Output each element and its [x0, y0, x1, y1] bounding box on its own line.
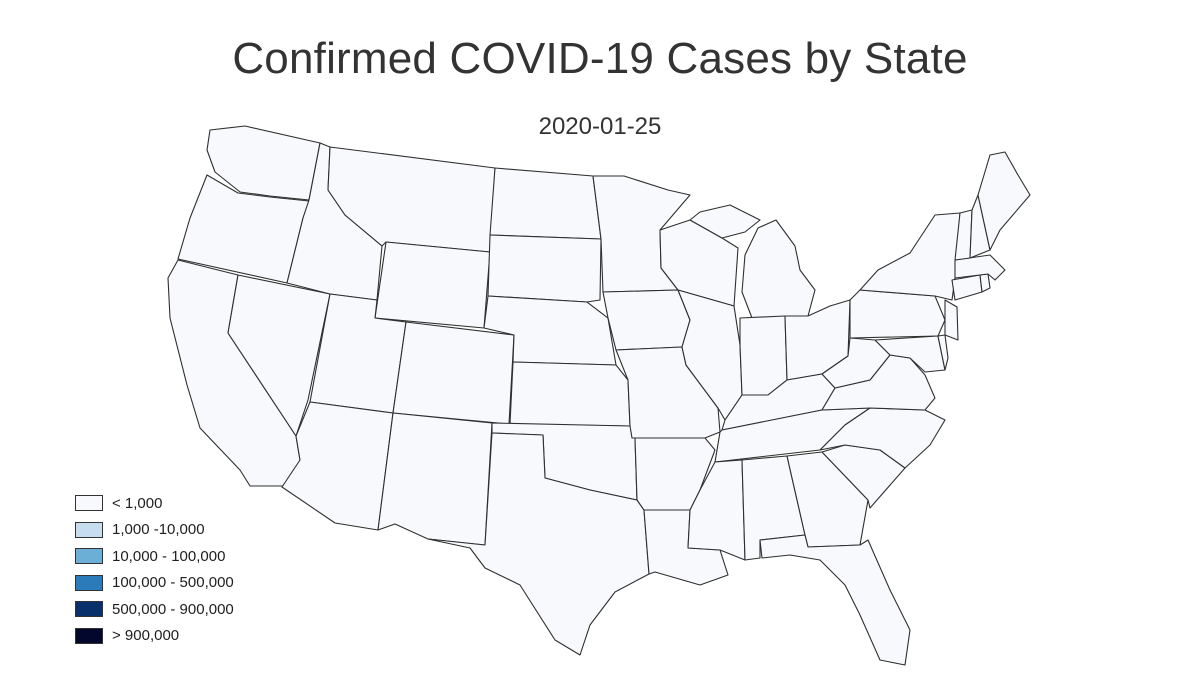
state-illinois[interactable] [677, 289, 743, 421]
state-new-york[interactable] [859, 212, 961, 301]
map-title: Confirmed COVID-19 Cases by State [232, 34, 968, 83]
legend-swatch [75, 574, 103, 591]
state-north-carolina[interactable] [819, 407, 946, 469]
legend-swatch [75, 627, 103, 644]
state-indiana[interactable] [739, 315, 788, 396]
legend-label: 100,000 - 500,000 [112, 574, 234, 592]
legend-swatch [75, 495, 103, 512]
state-kansas[interactable] [509, 361, 631, 427]
legend-item: 1,000 -10,000 [75, 517, 234, 544]
legend-label: 10,000 - 100,000 [112, 547, 226, 565]
legend-item: 500,000 - 900,000 [75, 596, 234, 623]
state-washington[interactable] [206, 125, 321, 201]
state-texas[interactable] [427, 432, 650, 656]
legend-label: 500,000 - 900,000 [112, 600, 234, 618]
legend-item: < 1,000 [75, 490, 234, 517]
legend-item: 100,000 - 500,000 [75, 570, 234, 597]
legend-swatch [75, 521, 103, 538]
state-maine[interactable] [977, 151, 1031, 251]
legend-swatch [75, 601, 103, 618]
state-michigan[interactable] [741, 219, 816, 319]
state-delaware[interactable] [937, 334, 949, 371]
state-pennsylvania[interactable] [849, 289, 946, 339]
state-florida[interactable] [759, 534, 911, 666]
legend-item: > 900,000 [75, 623, 234, 650]
legend-item: 10,000 - 100,000 [75, 543, 234, 570]
state-connecticut[interactable] [951, 274, 983, 301]
state-colorado[interactable] [392, 321, 515, 425]
legend-label: 1,000 -10,000 [112, 521, 205, 539]
map-date: 2020-01-25 [538, 113, 662, 140]
state-south-dakota[interactable] [487, 234, 602, 303]
state-rhode-island[interactable] [979, 273, 991, 293]
state-michigan-upper[interactable] [689, 204, 761, 239]
state-iowa[interactable] [602, 289, 691, 351]
legend: < 1,000 1,000 -10,000 10,000 - 100,000 1… [75, 490, 234, 649]
state-new-mexico[interactable] [377, 412, 493, 546]
legend-label: < 1,000 [112, 494, 163, 512]
state-massachusetts[interactable] [954, 254, 1006, 281]
state-new-jersey[interactable] [944, 299, 959, 341]
state-wyoming[interactable] [374, 241, 491, 329]
legend-label: > 900,000 [112, 627, 180, 645]
legend-swatch [75, 548, 103, 565]
state-north-dakota[interactable] [489, 167, 602, 240]
state-nevada[interactable] [227, 274, 331, 437]
